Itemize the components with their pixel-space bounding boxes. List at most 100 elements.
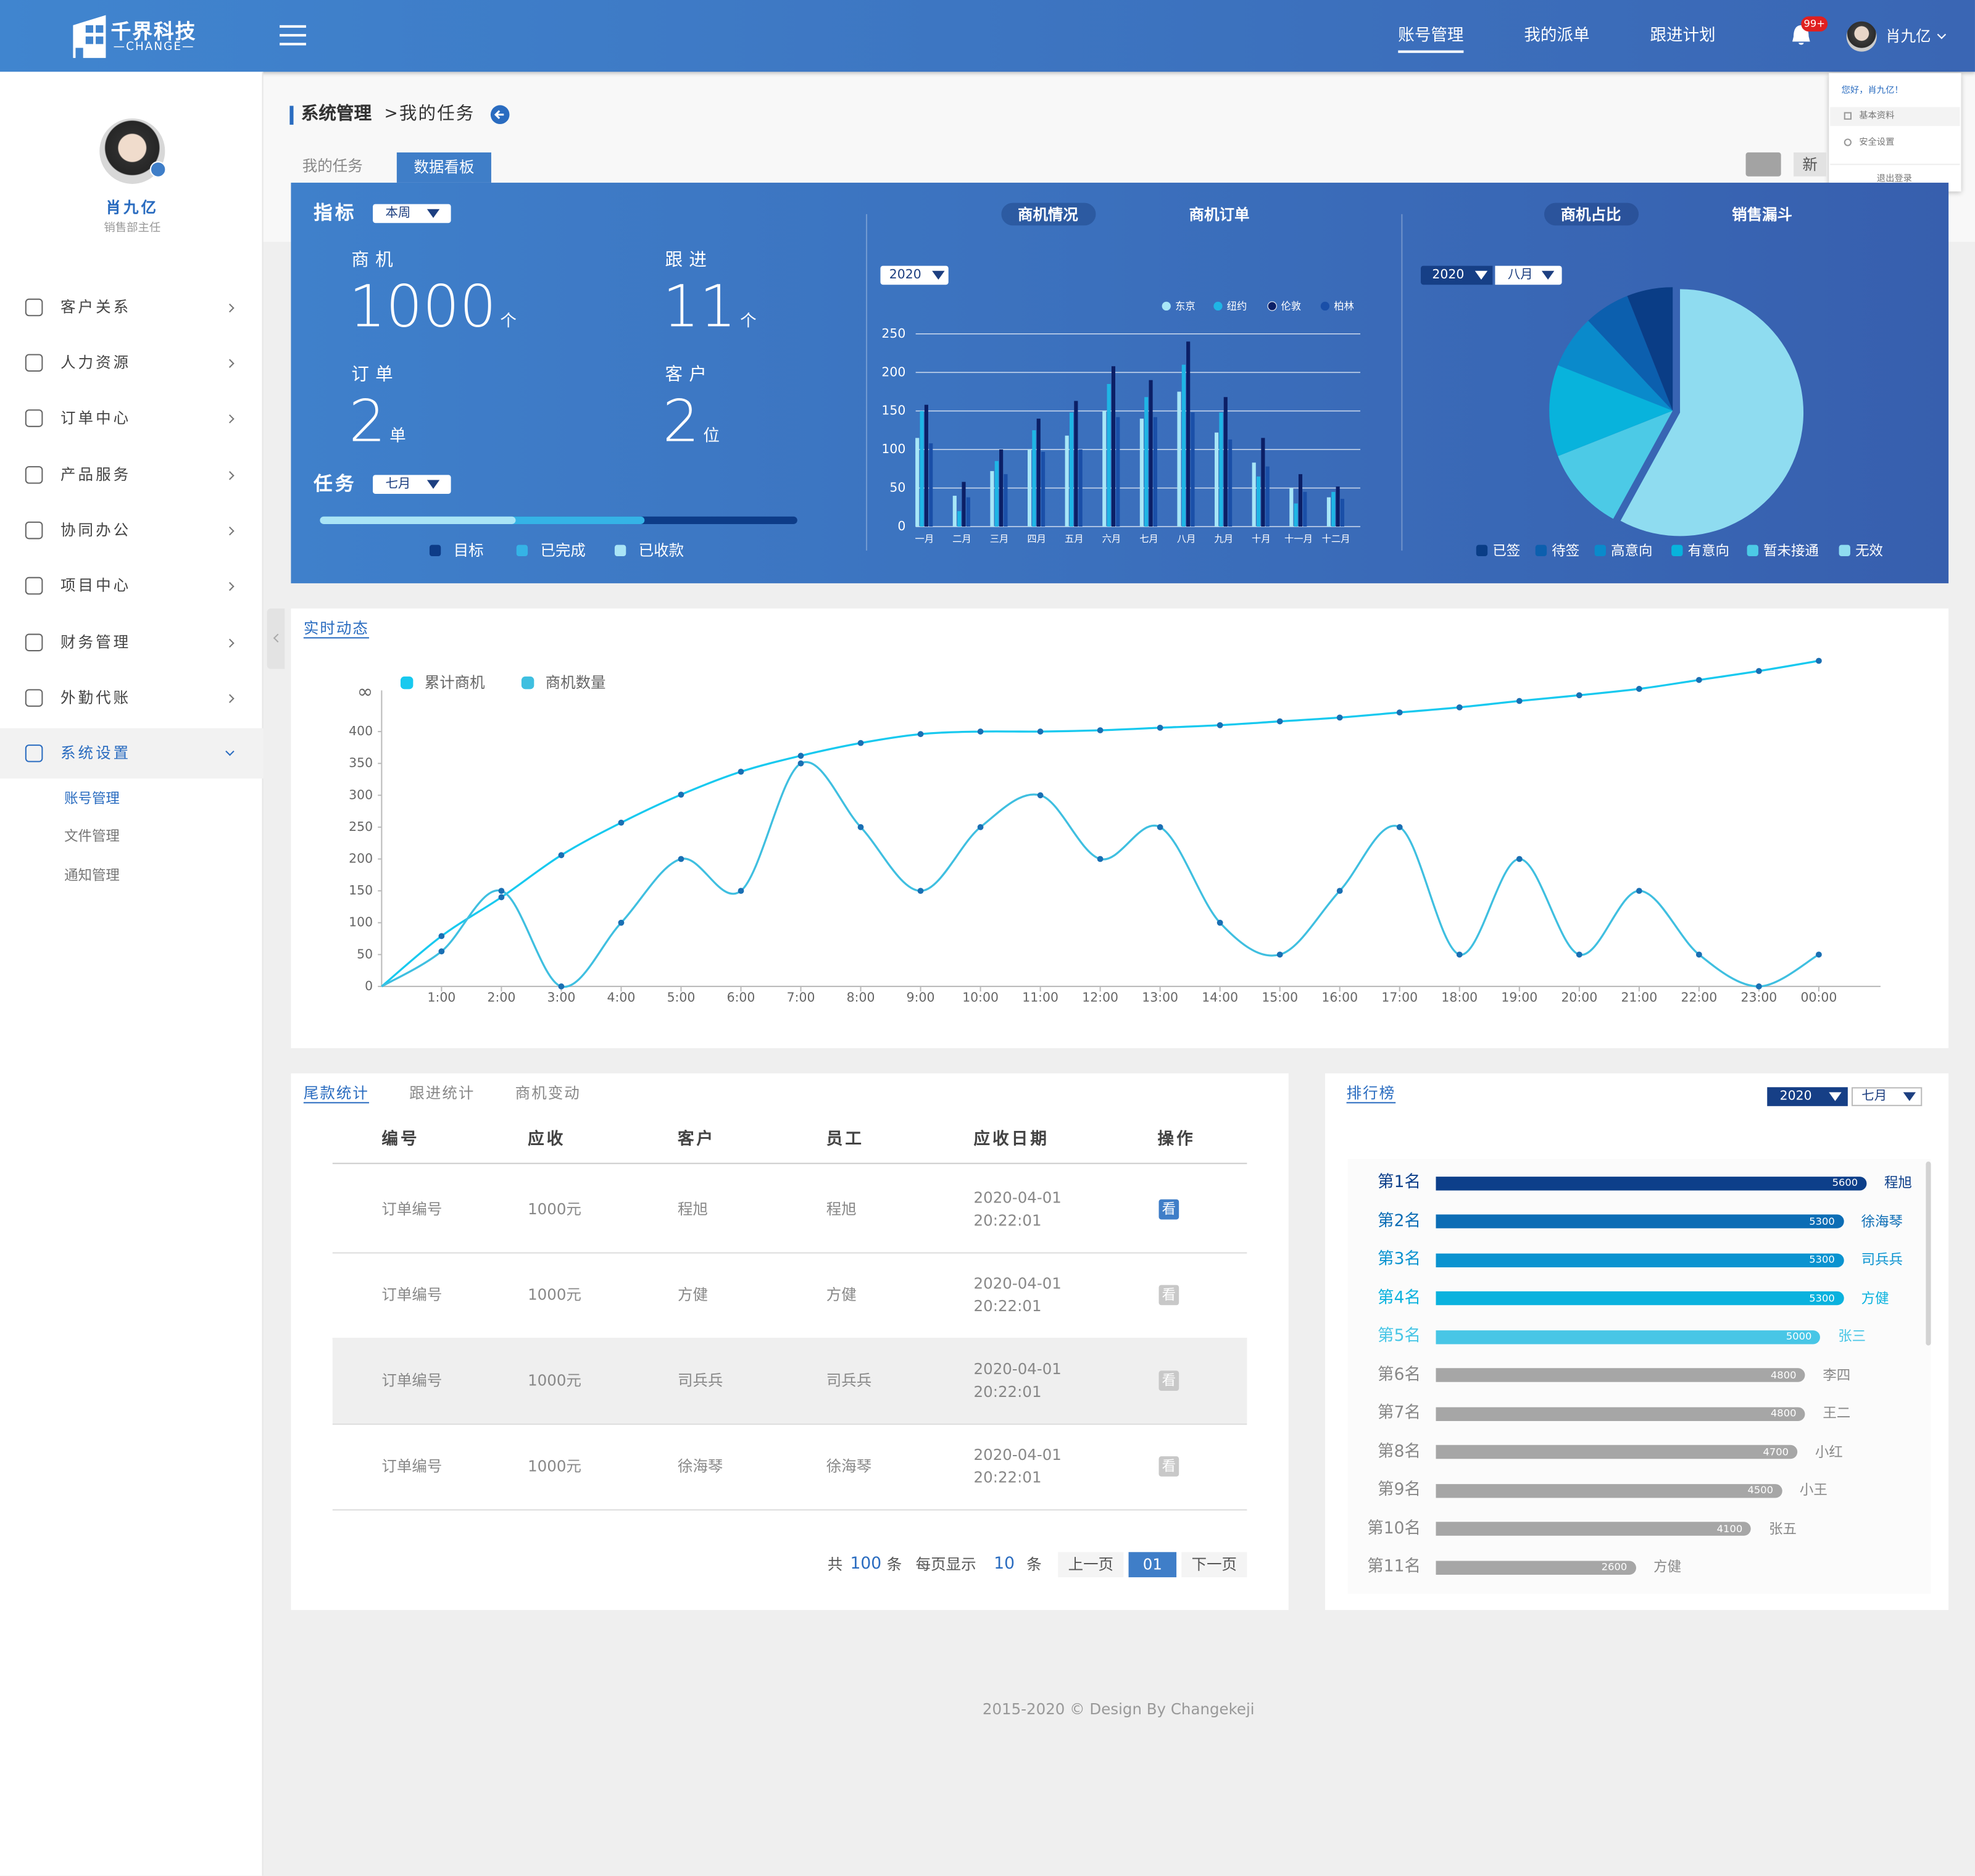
chart-tab[interactable]: 销售漏斗	[1732, 206, 1792, 223]
rank-bar	[1436, 1176, 1867, 1190]
action-label[interactable]: 看	[1162, 1286, 1176, 1304]
x-tick-label: 八月	[1177, 533, 1196, 544]
submenu-item[interactable]: 通知管理	[64, 867, 120, 884]
x-tick-label: 11:00	[1022, 990, 1058, 1004]
rank-label: 第1名	[1378, 1173, 1421, 1193]
rank-name: 小王	[1799, 1482, 1827, 1499]
user-menu-item[interactable]: 基本资料	[1859, 110, 1895, 121]
x-tick-label: 3:00	[547, 990, 576, 1004]
legend-label: 已签	[1492, 543, 1520, 559]
y-tick-label: 200	[349, 851, 373, 866]
breadcrumb-sep: >	[384, 104, 398, 124]
table-tab[interactable]: 跟进统计	[409, 1084, 475, 1103]
menu-item[interactable]: 客户关系	[60, 298, 131, 316]
action-button[interactable]	[1158, 1285, 1179, 1306]
legend-swatch	[1476, 544, 1488, 557]
tab-pill	[1544, 202, 1639, 226]
menu-item[interactable]: 产品服务	[60, 465, 131, 484]
chart-tab[interactable]: 商机占比	[1561, 206, 1621, 223]
chart-tab[interactable]: 商机订单	[1189, 206, 1250, 223]
menu-item[interactable]: 人力资源	[60, 354, 131, 372]
menu-item[interactable]: 订单中心	[60, 409, 131, 427]
line-point	[1216, 722, 1223, 728]
table-header-line	[332, 1162, 1247, 1164]
action-label[interactable]: 看	[1162, 1201, 1176, 1218]
collapse-tab[interactable]	[267, 608, 285, 669]
menu-item[interactable]: 财务管理	[60, 633, 131, 651]
page-button[interactable]: 上一页	[1068, 1555, 1114, 1574]
legend-swatch	[1535, 544, 1547, 557]
action-button[interactable]	[1158, 1456, 1179, 1477]
x-tick-label: 五月	[1065, 533, 1084, 544]
tab[interactable]: 数据看板	[414, 158, 475, 177]
logo-text: 千界科技	[110, 19, 197, 44]
badge-text: 99+	[1803, 17, 1826, 30]
page-current[interactable]: 01	[1142, 1555, 1162, 1574]
legend-label: 伦敦	[1281, 300, 1301, 312]
action-button[interactable]	[1158, 1199, 1179, 1220]
user-menu-item[interactable]: 安全设置	[1859, 137, 1895, 148]
bar	[952, 496, 957, 527]
breadcrumb-item[interactable]: 系统管理	[301, 104, 372, 125]
table-tab[interactable]: 尾款统计	[303, 1084, 369, 1103]
icon-button[interactable]	[1745, 152, 1781, 177]
menu-item[interactable]: 项目中心	[60, 577, 131, 594]
tab[interactable]: 我的任务	[302, 157, 363, 175]
bar	[1298, 474, 1303, 527]
legend-label: 暂未接通	[1763, 543, 1819, 559]
rank-name: 程旭	[1884, 1174, 1912, 1191]
menu-item[interactable]: 外勤代账	[60, 688, 131, 707]
submenu-item[interactable]: 账号管理	[64, 790, 120, 807]
x-tick-label: 9:00	[907, 990, 935, 1004]
rank-value: 2600	[1601, 1561, 1628, 1573]
x-tick-label: 七月	[1139, 533, 1158, 544]
nav-item[interactable]: 跟进计划	[1650, 27, 1716, 46]
action-label[interactable]: 看	[1162, 1372, 1176, 1389]
action-label[interactable]: 看	[1162, 1458, 1176, 1475]
pagination-text: 每页显示	[915, 1555, 976, 1574]
menu-icon	[25, 633, 43, 652]
bar	[1177, 391, 1181, 527]
menu-icon	[25, 744, 43, 762]
menu-item[interactable]: 协同办公	[60, 521, 131, 540]
line-point	[678, 856, 684, 862]
menu-toggle-line	[280, 25, 306, 28]
legend-label: 待签	[1552, 543, 1579, 559]
submenu-item[interactable]: 文件管理	[64, 828, 120, 845]
rank-name: 方健	[1861, 1290, 1889, 1307]
page-button[interactable]: 下一页	[1191, 1555, 1237, 1574]
legend-label: 柏林	[1334, 300, 1354, 312]
bar	[1111, 366, 1116, 527]
table-cell: 订单编号	[381, 1200, 443, 1219]
bar	[1186, 341, 1191, 527]
menu-item[interactable]: 系统设置	[60, 744, 131, 762]
table-cell: 徐海琴	[677, 1457, 723, 1475]
chart-tab[interactable]: 商机情况	[1018, 206, 1078, 223]
x-tick-label: 16:00	[1321, 990, 1358, 1004]
bar	[1149, 380, 1153, 527]
table-tab[interactable]: 商机变动	[515, 1084, 581, 1103]
line-point	[1695, 677, 1702, 683]
user-menu-item[interactable]: 退出登录	[1876, 173, 1912, 184]
table-cell: 程旭	[826, 1200, 857, 1219]
rank-bar	[1436, 1330, 1821, 1344]
pagination-text: 条	[886, 1555, 902, 1574]
bar	[1252, 462, 1256, 527]
action-button[interactable]	[1158, 1370, 1179, 1391]
bar	[1074, 401, 1078, 527]
nav-item[interactable]: 我的派单	[1524, 27, 1590, 46]
user-name[interactable]: 肖九亿	[1886, 27, 1931, 46]
line-point	[558, 983, 565, 990]
tab-active[interactable]	[396, 152, 491, 183]
line-point	[917, 731, 924, 738]
page-button-bg[interactable]	[1058, 1552, 1124, 1578]
page-button-bg[interactable]	[1181, 1552, 1247, 1578]
nav-item[interactable]: 账号管理	[1398, 27, 1464, 46]
rank-name: 张三	[1838, 1328, 1866, 1345]
legend-label: 累计商机	[425, 673, 485, 691]
toolbar-button[interactable]: 新	[1802, 155, 1818, 173]
metric-value: 1000 个	[349, 269, 517, 344]
page-current-bg[interactable]	[1128, 1552, 1177, 1578]
rank-name: 徐海琴	[1861, 1213, 1903, 1230]
toolbar-button-bg[interactable]	[1794, 152, 1827, 177]
